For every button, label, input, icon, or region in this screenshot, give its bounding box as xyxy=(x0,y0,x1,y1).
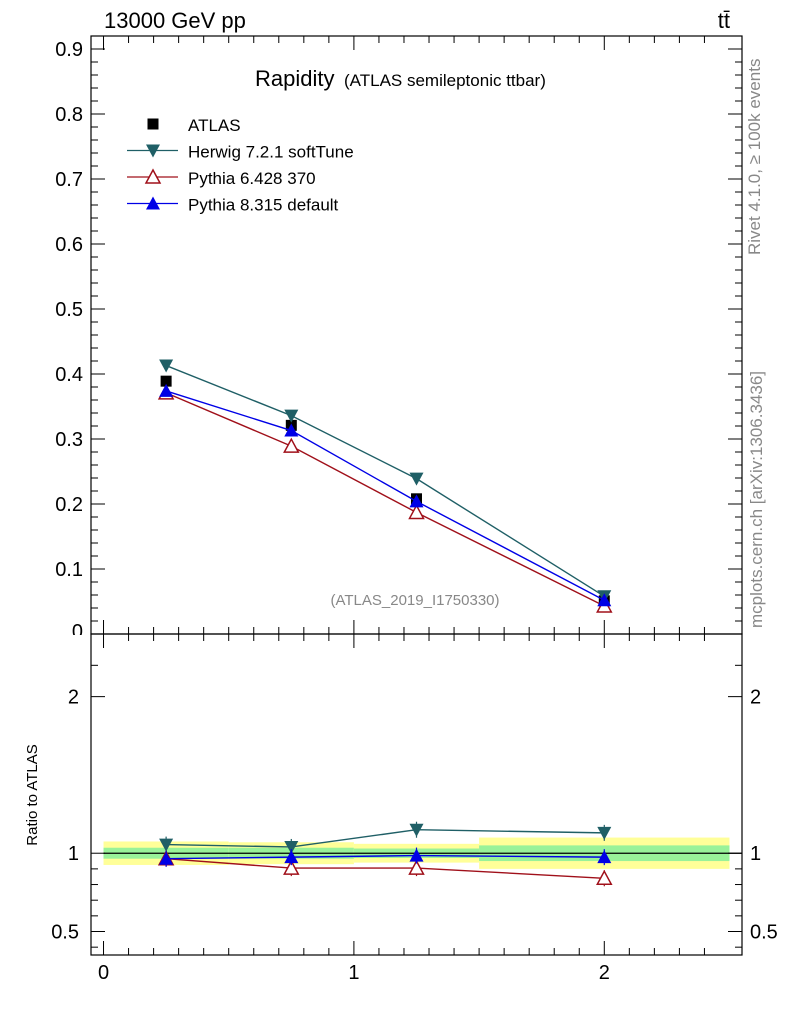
ratio-data-point xyxy=(408,859,425,875)
ratio-y-axis-label: Ratio to ATLAS xyxy=(24,744,41,845)
legend-marker xyxy=(144,168,162,184)
ratio-data-point xyxy=(597,826,612,840)
ratio-data-point xyxy=(409,848,424,862)
y-tick-label: 0.3 xyxy=(55,429,83,451)
ratio-data-point xyxy=(283,859,300,875)
main-panel: 0.1 0.2 0.3 0.4 0.5 0.6 0.7 0.8 0.9 0 Rapidity (ATL… xyxy=(55,35,743,651)
ratio-series-line xyxy=(166,858,605,879)
ratio-data-point xyxy=(159,851,174,865)
ratio-series-line xyxy=(166,854,605,860)
x-tick-label: 1 xyxy=(348,962,359,984)
data-point xyxy=(409,494,424,508)
data-point xyxy=(284,423,299,437)
zero-label-clip xyxy=(60,635,92,651)
legend-label: Pythia 8.315 default xyxy=(188,196,339,215)
data-point xyxy=(409,472,424,486)
ratio-y-tick-label-right: 0.5 xyxy=(750,922,778,944)
y-tick-label: 0.8 xyxy=(55,104,83,126)
ratio-y-tick-label: 1 xyxy=(68,843,79,865)
series-line xyxy=(165,390,605,601)
ratio-panel: 0.5 0.5 1 1 2 2 0 1 2 Ratio to ATLAS xyxy=(24,633,778,984)
y-tick-label: 0.5 xyxy=(55,299,83,321)
legend-label: Pythia 6.428 370 xyxy=(188,169,316,188)
chart-title: Rapidity xyxy=(255,66,334,91)
y-zero-tick-label: 0 xyxy=(72,621,83,643)
ratio-y-tick-label: 0.5 xyxy=(51,922,79,944)
y-tick-label: 0.7 xyxy=(55,169,83,191)
ratio-y-tick-label: 2 xyxy=(68,687,79,709)
analysis-watermark: (ATLAS_2019_I1750330) xyxy=(330,592,499,609)
legend-label: ATLAS xyxy=(188,116,241,135)
ratio-series-line xyxy=(166,829,605,848)
x-tick-label: 0 xyxy=(98,962,109,984)
series-line xyxy=(165,364,605,597)
data-point xyxy=(284,409,299,423)
data-point xyxy=(597,593,612,607)
y-tick-label: 0.9 xyxy=(55,39,83,61)
data-point xyxy=(159,383,174,397)
ratio-data-point xyxy=(159,838,174,852)
legend-marker xyxy=(147,118,159,130)
y-tick-label: 0.2 xyxy=(55,494,83,516)
data-point xyxy=(159,359,174,373)
chart-subtitle: (ATLAS semileptonic ttbar) xyxy=(344,71,546,90)
legend-label: Herwig 7.2.1 softTune xyxy=(188,143,354,162)
process-label: tt̄ xyxy=(718,8,730,33)
ratio-data-point xyxy=(597,850,612,864)
ratio-data-point xyxy=(596,869,613,886)
ratio-y-tick-label-right: 2 xyxy=(750,687,761,709)
data-point xyxy=(160,375,172,387)
ratio-data-point xyxy=(284,850,299,864)
y-tick-label: 0.1 xyxy=(55,559,83,581)
data-point xyxy=(283,437,300,453)
ratio-data-point xyxy=(409,823,424,837)
data-point xyxy=(408,503,425,520)
ratio-plot-frame xyxy=(90,633,743,956)
legend-marker xyxy=(146,196,160,210)
x-tick-label: 2 xyxy=(599,962,610,984)
ratio-data-point xyxy=(284,840,299,854)
energy-label: 13000 GeV pp xyxy=(104,8,246,33)
y-tick-label: 0.6 xyxy=(55,234,83,256)
mcplots-label: mcplots.cern.ch [arXiv:1306.3436] xyxy=(747,371,766,628)
rivet-version-label: Rivet 4.1.0, ≥ 100k events xyxy=(745,59,764,255)
y-tick-label: 0.4 xyxy=(55,364,83,386)
series-line xyxy=(165,392,605,607)
legend-marker xyxy=(146,144,160,158)
ratio-y-tick-label-right: 1 xyxy=(750,843,761,865)
